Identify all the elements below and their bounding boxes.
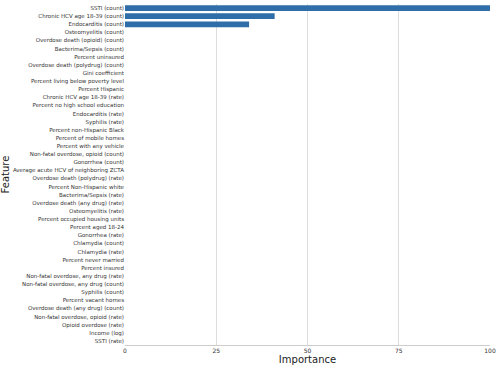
svg-text:Syphilis (rate): Syphilis (rate) — [86, 119, 124, 126]
svg-text:Chlamydia (rate): Chlamydia (rate) — [78, 249, 124, 256]
svg-text:Syphilis (count): Syphilis (count) — [81, 289, 124, 296]
svg-text:Bacterima/Sepsis (count): Bacterima/Sepsis (count) — [55, 46, 124, 53]
svg-text:Percent aged 18-24: Percent aged 18-24 — [70, 224, 124, 231]
svg-text:SSTI (rate): SSTI (rate) — [95, 338, 124, 344]
svg-text:0: 0 — [123, 347, 127, 354]
svg-text:Percent vacant homes: Percent vacant homes — [63, 297, 124, 303]
svg-text:Percent with any vehicle: Percent with any vehicle — [57, 143, 125, 150]
svg-text:Chronic HCV age 18-39 (rate): Chronic HCV age 18-39 (rate) — [43, 94, 124, 101]
svg-text:Percent Non-Hispanic white: Percent Non-Hispanic white — [48, 184, 124, 191]
svg-text:Feature: Feature — [0, 156, 11, 194]
svg-text:Percent Hispanic: Percent Hispanic — [78, 86, 124, 93]
svg-text:Chronic HCV age 18-39 (count): Chronic HCV age 18-39 (count) — [38, 13, 124, 20]
svg-text:Percent non-Hispanic Black: Percent non-Hispanic Black — [49, 127, 125, 134]
svg-text:25: 25 — [212, 347, 220, 354]
svg-text:Importance: Importance — [279, 354, 336, 365]
svg-text:Percent living below poverty l: Percent living below poverty level — [31, 78, 124, 85]
svg-text:Osteomyelitis (rate): Osteomyelitis (rate) — [69, 208, 124, 215]
svg-text:Non-fatal overdose, any drug (: Non-fatal overdose, any drug (count) — [22, 281, 124, 288]
svg-text:Opioid overdose (rate): Opioid overdose (rate) — [62, 322, 124, 329]
svg-text:Overdose death (polydrug) (cou: Overdose death (polydrug) (count) — [28, 62, 124, 69]
svg-text:Percent of mobile homes: Percent of mobile homes — [56, 135, 124, 141]
svg-text:Non-fatal overdose, opioid (co: Non-fatal overdose, opioid (count) — [30, 151, 124, 158]
svg-text:Percent occupied housing units: Percent occupied housing units — [38, 216, 124, 223]
svg-text:Chlamydia (count): Chlamydia (count) — [73, 240, 124, 247]
svg-text:Endocarditis (rate): Endocarditis (rate) — [73, 111, 124, 117]
svg-text:Average acute HCV of neighbori: Average acute HCV of neighboring ZCTA — [13, 167, 124, 174]
svg-text:Percent no high school educati: Percent no high school education — [33, 102, 125, 109]
svg-text:50: 50 — [304, 347, 312, 354]
svg-text:Overdose death (any drug) (cou: Overdose death (any drug) (count) — [28, 305, 124, 312]
svg-text:Endocarditis (count): Endocarditis (count) — [68, 21, 124, 27]
svg-text:Bacterima/Sepsis (rate): Bacterima/Sepsis (rate) — [59, 192, 124, 199]
svg-text:Income (log): Income (log) — [89, 330, 124, 337]
svg-text:100: 100 — [484, 347, 496, 354]
svg-text:Overdose death (any drug) (rat: Overdose death (any drug) (rate) — [32, 200, 124, 207]
svg-text:Percent never married: Percent never married — [62, 257, 124, 263]
svg-text:Non-fatal overdose, any drug (: Non-fatal overdose, any drug (rate) — [26, 273, 124, 280]
svg-text:Overdose death (opioid) (count: Overdose death (opioid) (count) — [36, 37, 124, 44]
svg-text:Overdose death (polydrug) (rat: Overdose death (polydrug) (rate) — [33, 175, 125, 182]
svg-text:Gonorrhea (rate): Gonorrhea (rate) — [78, 232, 124, 238]
svg-text:Gonorrhea (count): Gonorrhea (count) — [73, 159, 124, 165]
svg-text:Gini coefficient: Gini coefficient — [83, 70, 125, 76]
svg-text:Osteomyelitis (count): Osteomyelitis (count) — [65, 29, 124, 36]
svg-text:Percent insured: Percent insured — [81, 265, 124, 271]
svg-text:75: 75 — [395, 347, 403, 354]
svg-text:SSTI (count): SSTI (count) — [90, 5, 124, 11]
svg-text:Non-fatal overdose, opioid (ra: Non-fatal overdose, opioid (rate) — [34, 314, 124, 321]
svg-text:Percent uninsured: Percent uninsured — [74, 54, 124, 60]
